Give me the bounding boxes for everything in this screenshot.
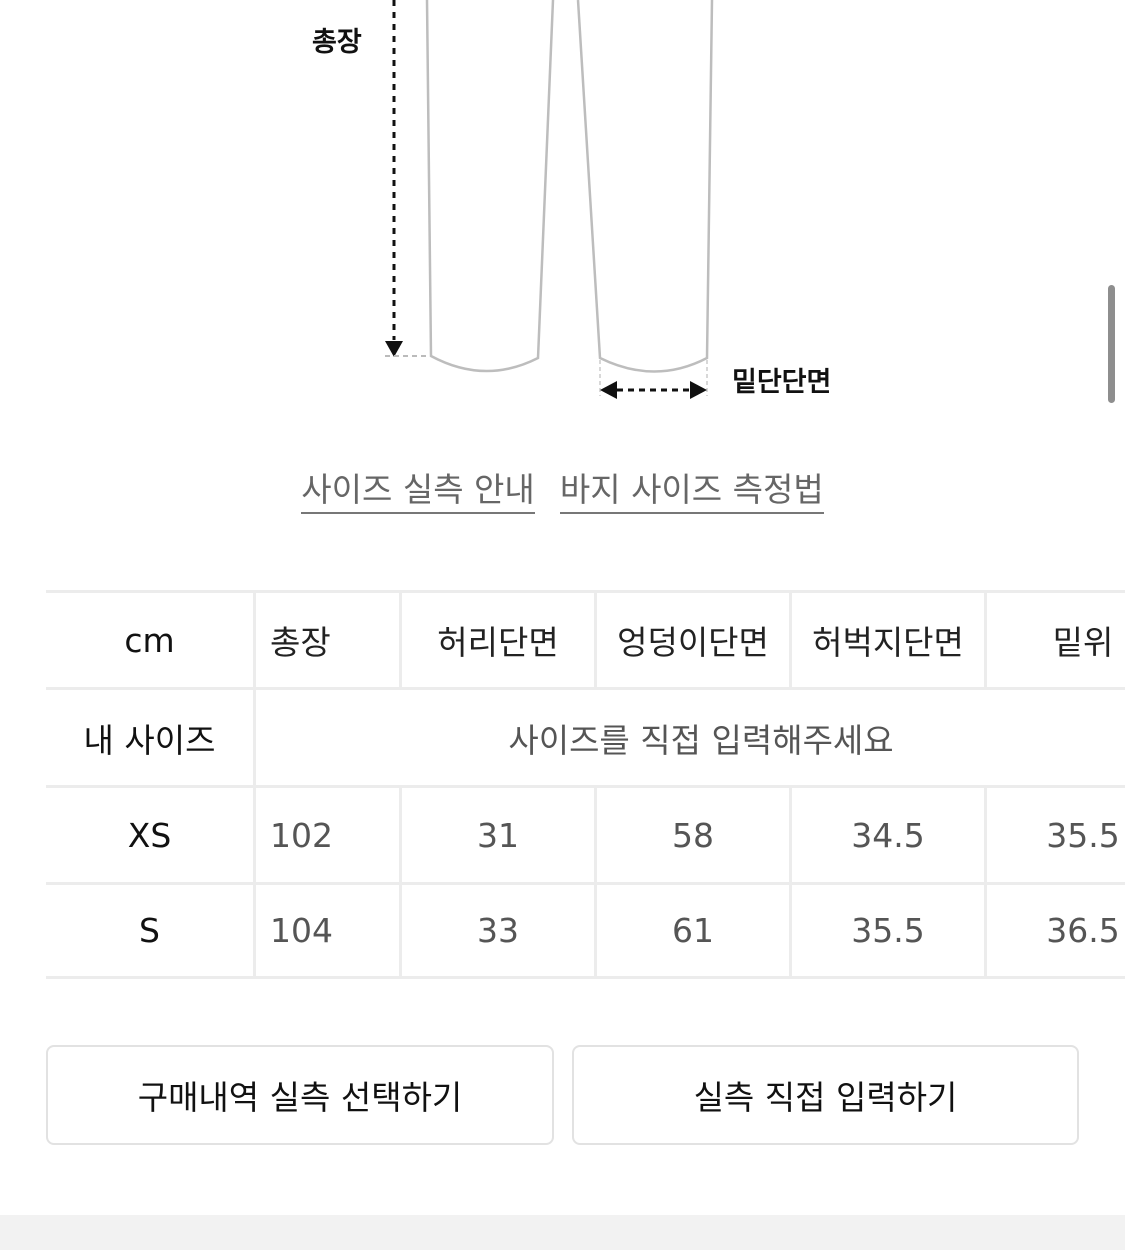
pants-measure-link[interactable]: 바지 사이즈 측정법 [559, 470, 824, 514]
table-cell: 31 [399, 785, 594, 882]
right-leg-outline [576, 0, 714, 373]
unit-header: cm [46, 590, 253, 687]
column-header: 엉덩이단면 [594, 590, 789, 687]
column-header: 밑위 [984, 590, 1125, 687]
table-cell: 35.5 [789, 882, 984, 979]
table-cell: 36.5 [984, 882, 1125, 979]
footer-band [0, 1215, 1125, 1250]
guide-links: 사이즈 실측 안내 바지 사이즈 측정법 [0, 470, 1125, 514]
size-label: S [46, 882, 253, 979]
table-cell: 58 [594, 785, 789, 882]
column-header: 허리단면 [399, 590, 594, 687]
size-label: XS [46, 785, 253, 882]
select-purchase-history-button[interactable]: 구매내역 실측 선택하기 [46, 1045, 554, 1145]
table-cell: 33 [399, 882, 594, 979]
left-leg-outline [425, 0, 555, 373]
manual-input-button[interactable]: 실측 직접 입력하기 [572, 1045, 1079, 1145]
size-guide-link[interactable]: 사이즈 실측 안내 [301, 470, 535, 514]
column-header: 허벅지단면 [789, 590, 984, 687]
my-size-label: 내 사이즈 [46, 687, 253, 785]
scrollbar[interactable] [1108, 285, 1115, 403]
column-header: 총장 [253, 590, 399, 687]
table-cell: 102 [253, 785, 399, 882]
my-size-input[interactable]: 사이즈를 직접 입력해주세요 [253, 687, 1125, 785]
table-cell: 35.5 [984, 785, 1125, 882]
total-length-label: 총장 [312, 27, 362, 58]
table-cell: 104 [253, 882, 399, 979]
hem-label: 밑단단면 [732, 367, 832, 398]
pants-diagram [385, 0, 714, 399]
table-cell: 34.5 [789, 785, 984, 882]
table-cell: 61 [594, 882, 789, 979]
